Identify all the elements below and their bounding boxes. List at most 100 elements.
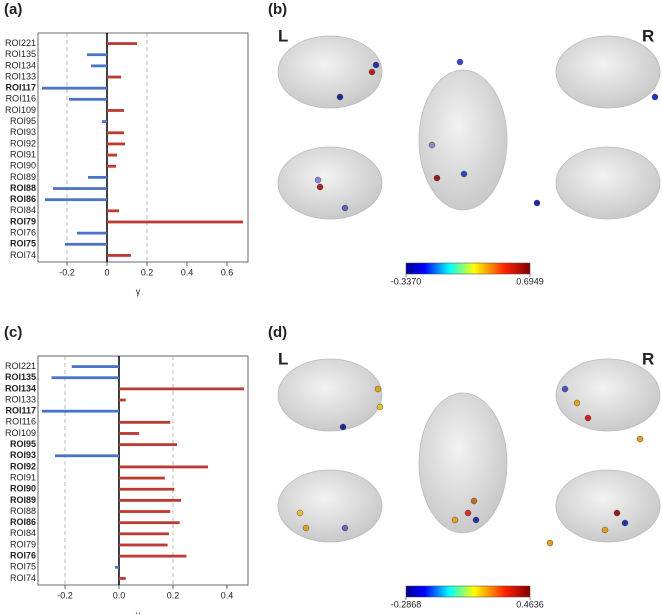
bar xyxy=(114,565,119,569)
y-tick-label: ROI117 xyxy=(5,83,36,93)
region-dot xyxy=(341,204,349,212)
bar xyxy=(55,454,119,458)
region-dot xyxy=(621,519,629,527)
region-dot xyxy=(472,516,480,524)
y-tick-label: ROI75 xyxy=(10,562,36,572)
brain-view xyxy=(418,392,508,534)
hemisphere-label: L xyxy=(278,26,288,45)
y-tick-label: ROI90 xyxy=(10,484,36,494)
bar xyxy=(107,131,124,135)
y-tick-label: ROI221 xyxy=(5,38,36,48)
bar xyxy=(118,577,126,580)
y-tick-label: ROI88 xyxy=(10,506,36,516)
plot-frame xyxy=(37,32,249,263)
panel-label: (a) xyxy=(4,1,22,18)
bar xyxy=(88,175,107,179)
bar xyxy=(107,153,117,157)
hemisphere-label: R xyxy=(642,349,654,368)
x-tick-label: -0.2 xyxy=(57,590,73,600)
bar xyxy=(71,365,119,368)
region-dot xyxy=(376,403,384,411)
bar xyxy=(107,109,124,112)
x-tick-label: 0.6 xyxy=(221,267,234,277)
y-tick-label: ROI79 xyxy=(10,216,36,226)
bar xyxy=(77,231,107,235)
y-tick-label: ROI89 xyxy=(10,172,36,182)
bar xyxy=(118,465,209,469)
region-dot xyxy=(302,524,310,532)
panel-label: (c) xyxy=(4,324,22,341)
colorbar-label: 0.6949 xyxy=(516,276,544,286)
x-tick-label: 0.2 xyxy=(167,590,180,600)
brain-view xyxy=(277,35,383,109)
y-tick-label: ROI109 xyxy=(5,105,36,115)
y-tick-label: ROI116 xyxy=(6,94,36,104)
bar xyxy=(107,75,121,79)
bar xyxy=(118,443,178,447)
brain-view xyxy=(555,35,661,109)
x-tick-label: -0.2 xyxy=(59,267,75,277)
region-dot xyxy=(451,516,459,524)
bar xyxy=(53,187,107,190)
y-tick-label: ROI74 xyxy=(10,250,36,260)
colorbar-label: 0.4636 xyxy=(516,599,544,609)
bar xyxy=(118,476,165,480)
bar xyxy=(118,521,180,525)
brain-view xyxy=(555,469,661,543)
bar xyxy=(118,510,171,513)
hemisphere-label: R xyxy=(642,26,654,45)
x-axis-label: γ xyxy=(136,609,141,614)
bar xyxy=(107,254,131,257)
bar xyxy=(118,398,126,402)
y-tick-label: ROI93 xyxy=(10,127,36,137)
region-dot xyxy=(372,61,380,69)
bar xyxy=(107,220,243,224)
y-tick-label: ROI76 xyxy=(10,551,36,561)
y-tick-label: ROI135 xyxy=(5,49,36,59)
panel-label: (d) xyxy=(268,324,287,341)
y-tick-label: ROI109 xyxy=(5,428,36,438)
bar xyxy=(107,42,137,45)
y-tick-label: ROI221 xyxy=(5,361,36,371)
region-dot xyxy=(573,399,581,407)
y-tick-label: ROI75 xyxy=(10,239,36,249)
y-tick-label: ROI89 xyxy=(10,495,36,505)
brain-view xyxy=(555,358,661,432)
y-tick-label: ROI86 xyxy=(10,194,36,204)
bar xyxy=(107,142,125,146)
bar xyxy=(118,543,168,547)
colorbar-label: -0.3370 xyxy=(391,276,422,286)
region-dot xyxy=(651,93,659,101)
region-dot xyxy=(314,176,322,184)
brain-view xyxy=(277,358,383,432)
bar xyxy=(107,209,119,213)
y-tick-label: ROI76 xyxy=(10,228,36,238)
y-tick-label: ROI133 xyxy=(5,71,36,81)
y-tick-label: ROI90 xyxy=(10,161,36,171)
region-dot xyxy=(374,385,382,393)
bar xyxy=(87,53,107,57)
region-dot xyxy=(470,497,478,505)
y-tick-label: ROI86 xyxy=(10,517,36,527)
y-tick-label: ROI116 xyxy=(6,417,36,427)
bar xyxy=(45,198,107,202)
panel-label: (b) xyxy=(268,1,287,18)
y-tick-label: ROI84 xyxy=(10,528,36,538)
y-tick-label: ROI92 xyxy=(10,461,36,471)
y-tick-label: ROI117 xyxy=(5,406,36,416)
region-dot xyxy=(433,174,441,182)
bar xyxy=(91,64,107,68)
bar xyxy=(118,387,244,391)
bar xyxy=(118,532,169,536)
y-tick-label: ROI93 xyxy=(10,450,36,460)
region-dot xyxy=(546,539,554,547)
y-tick-label: ROI134 xyxy=(5,383,36,393)
region-dot xyxy=(636,435,644,443)
y-tick-label: ROI133 xyxy=(5,394,36,404)
brain-view xyxy=(277,469,383,543)
bar xyxy=(118,498,182,502)
region-dot xyxy=(460,170,468,178)
bar xyxy=(118,420,171,424)
bar xyxy=(118,554,187,558)
